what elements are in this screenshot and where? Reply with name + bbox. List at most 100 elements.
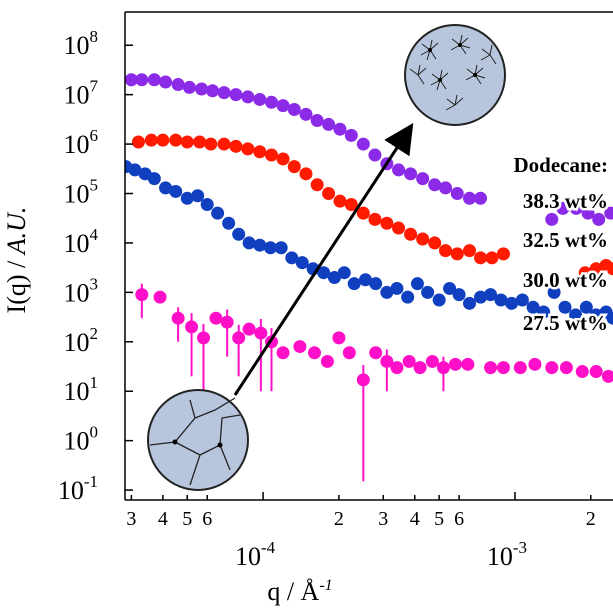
data-point (321, 355, 334, 368)
tick-label-base: 10 (64, 130, 90, 159)
data-point (404, 228, 417, 241)
data-point (277, 152, 290, 165)
data-point (474, 251, 487, 264)
tick-label: 104 (64, 225, 99, 258)
arrow (235, 128, 410, 395)
legend-title: Dodecane: (514, 153, 608, 177)
tick-label: 3 (378, 508, 388, 530)
tick-label: 105 (64, 176, 99, 209)
data-point (390, 282, 403, 295)
y-axis-label-unit: A.U. (2, 207, 31, 257)
data-point (348, 277, 361, 290)
data-point (332, 331, 345, 344)
data-point (148, 73, 161, 86)
data-point (439, 181, 452, 194)
data-point (368, 149, 381, 162)
data-point (169, 134, 182, 147)
tick-label: 10-3 (487, 538, 527, 571)
data-point (437, 361, 450, 374)
data-point (484, 361, 497, 374)
data-point (592, 213, 605, 226)
data-point (253, 145, 266, 158)
tick-label-exponent: -1 (84, 472, 98, 491)
tick-label: 106 (64, 126, 99, 159)
tick-label-exponent: 1 (90, 373, 99, 392)
data-point (169, 185, 182, 198)
tick-label-base: 5 (182, 508, 192, 530)
x-axis-label-text: q / Å (267, 577, 319, 606)
tick-label-base: 10 (64, 229, 90, 258)
tick-label-exponent: -4 (261, 538, 276, 557)
data-point (311, 178, 324, 191)
tick-label-base: 5 (434, 508, 444, 530)
data-point (451, 187, 464, 200)
tick-label-base: 10 (64, 328, 90, 357)
data-point (463, 297, 476, 310)
tick-label-base: 10 (235, 542, 261, 571)
data-point (159, 76, 172, 89)
data-point (334, 123, 347, 136)
data-point (181, 136, 194, 149)
tick-label-exponent: 0 (90, 423, 99, 442)
data-point (380, 217, 393, 230)
data-point (516, 294, 529, 307)
tick-label-base: 3 (126, 508, 136, 530)
data-point (222, 217, 235, 230)
data-point (338, 266, 351, 279)
y-axis-label-text: I(q) / (2, 254, 31, 313)
tick-label-base: 6 (202, 508, 212, 530)
data-point (265, 96, 278, 109)
tick-label-base: 2 (334, 508, 344, 530)
data-point (433, 294, 446, 307)
data-point (253, 239, 266, 252)
data-point (590, 365, 603, 378)
legend-label: 30.0 wt% (523, 268, 608, 292)
data-point (369, 346, 382, 359)
tick-label: 100 (64, 423, 99, 456)
tick-label-exponent: 2 (90, 324, 99, 343)
tick-label-exponent: 4 (90, 225, 99, 244)
data-point (390, 361, 403, 374)
data-point (172, 78, 185, 91)
tick-label: 103 (64, 274, 99, 307)
data-point (514, 361, 527, 374)
data-point (357, 373, 370, 386)
tick-label-exponent: 8 (90, 27, 99, 46)
tick-label-base: 10 (64, 278, 90, 307)
data-point (322, 187, 335, 200)
x-axis-label: q / Å-1 (267, 577, 332, 606)
data-point (576, 365, 589, 378)
data-point (293, 340, 306, 353)
data-point (145, 134, 158, 147)
data-point (232, 228, 245, 241)
tick-label: 2 (334, 508, 344, 530)
data-point (209, 312, 222, 325)
x-axis-label-exponent: -1 (319, 577, 332, 594)
legend-label: 38.3 wt% (523, 189, 608, 213)
data-point (404, 167, 417, 180)
data-point (369, 277, 382, 290)
data-point (453, 288, 466, 301)
data-point (345, 129, 358, 142)
data-point (560, 361, 573, 374)
data-point (253, 93, 266, 106)
data-point (485, 251, 498, 264)
chart: I(q) / A.U. q / Å-1 Dodecane: 10-1100101… (0, 0, 613, 609)
data-point (401, 291, 414, 304)
data-point (357, 138, 370, 151)
tick-label-exponent: 6 (90, 126, 99, 145)
data-point (416, 233, 429, 246)
data-point (392, 222, 405, 235)
y-axis-label: I(q) / A.U. (2, 207, 31, 314)
data-point (156, 134, 169, 147)
data-point (334, 195, 347, 208)
data-point (218, 86, 231, 99)
tick-label-exponent: 7 (90, 77, 99, 96)
data-point (232, 331, 245, 344)
data-point (288, 160, 301, 173)
tick-label-base: 10 (487, 542, 513, 571)
data-point (299, 167, 312, 180)
tick-label-base: 10 (64, 377, 90, 406)
data-point (288, 103, 301, 116)
data-point (172, 312, 185, 325)
